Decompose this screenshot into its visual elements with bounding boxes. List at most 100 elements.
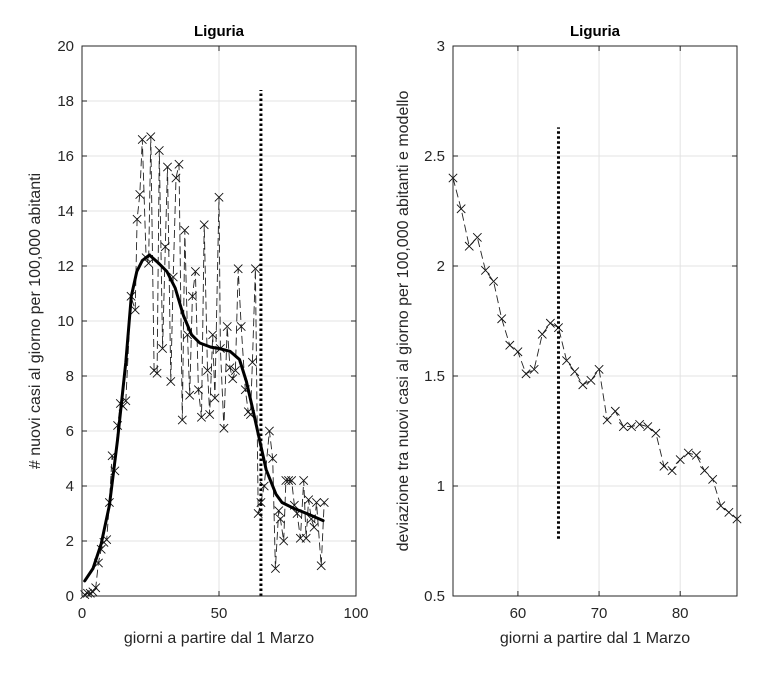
- x-tick-label: 80: [672, 605, 689, 622]
- data-point-marker: [716, 501, 726, 511]
- data-point-marker: [196, 412, 206, 422]
- y-tick-label: 10: [57, 313, 74, 330]
- y-tick-label: 0: [66, 588, 74, 605]
- y-tick-label: 1.5: [424, 368, 445, 385]
- data-point-marker: [284, 475, 294, 486]
- data-point-marker: [304, 495, 314, 505]
- data-point-marker: [545, 318, 555, 328]
- data-point-marker: [158, 343, 168, 354]
- data-point-marker: [316, 561, 326, 571]
- data-point-marker: [177, 415, 187, 425]
- data-point-marker: [537, 329, 547, 339]
- data-point-marker: [489, 276, 499, 286]
- y-tick-label: 2.5: [424, 148, 445, 165]
- data-point-marker: [154, 145, 164, 156]
- data-point-marker: [214, 192, 224, 202]
- data-point-marker: [464, 241, 474, 251]
- data-point-marker: [236, 321, 246, 332]
- x-tick-label: 100: [343, 605, 368, 622]
- data-point-marker: [264, 426, 274, 436]
- chart-title: Liguria: [570, 23, 621, 40]
- data-point-marker: [513, 347, 523, 357]
- data-point-marker: [586, 375, 596, 385]
- data-point-marker: [174, 159, 184, 169]
- data-point-marker: [651, 428, 661, 438]
- data-point-marker: [268, 453, 278, 464]
- y-tick-label: 16: [57, 148, 74, 165]
- x-tick-label: 70: [591, 605, 608, 622]
- data-point-marker: [480, 265, 490, 275]
- y-axis-label: # nuovi casi al giorno per 100,000 abita…: [27, 173, 44, 469]
- data-point-marker: [228, 374, 238, 384]
- data-point-marker: [205, 409, 215, 420]
- data-point-marker: [91, 583, 101, 593]
- data-point-marker: [602, 415, 612, 425]
- data-point-marker: [275, 514, 285, 524]
- data-point-marker: [199, 220, 209, 230]
- x-tick-label: 0: [78, 605, 86, 622]
- data-point-marker: [570, 367, 580, 377]
- data-point-marker: [708, 474, 718, 484]
- data-point-marker: [152, 368, 162, 378]
- data-point-marker: [610, 406, 620, 416]
- y-tick-label: 8: [66, 368, 74, 385]
- data-point-marker: [146, 132, 156, 142]
- data-point-marker: [319, 497, 329, 508]
- data-point-marker: [171, 173, 181, 183]
- data-point-marker: [529, 364, 539, 374]
- data-point-marker: [210, 393, 220, 403]
- data-point-marker: [135, 189, 145, 200]
- data-point-marker: [144, 258, 154, 268]
- y-tick-label: 2: [437, 258, 445, 275]
- y-tick-label: 14: [57, 203, 74, 220]
- y-tick-label: 2: [66, 533, 74, 550]
- data-point-marker: [287, 475, 297, 486]
- data-point-marker: [219, 423, 229, 433]
- model-line: [83, 253, 325, 583]
- data-point-marker: [130, 305, 140, 315]
- data-line: [452, 177, 738, 520]
- data-point-marker: [190, 266, 200, 277]
- data-line: [84, 136, 325, 596]
- chart-2: 60 70 80 0.5 1 1.5 2 2.5 3 Liguria giorni a partir…: [395, 23, 742, 647]
- y-axis-label: deviazione tra nuovi casi al giorno per …: [395, 91, 412, 552]
- data-point-marker: [166, 376, 176, 387]
- data-point-marker: [675, 455, 685, 465]
- data-point-marker: [626, 422, 637, 432]
- data-point-marker: [88, 587, 98, 597]
- data-point-marker: [309, 522, 319, 532]
- data-point-marker: [222, 321, 232, 332]
- data-point-marker: [274, 506, 284, 516]
- data-point-marker: [250, 264, 260, 274]
- y-tick-label: 6: [66, 423, 74, 440]
- x-axis-label: giorni a partire dal 1 Marzo: [124, 630, 314, 647]
- data-point-marker: [505, 340, 515, 350]
- data-point-marker: [208, 330, 218, 340]
- data-point-marker: [202, 365, 213, 376]
- data-point-marker: [312, 497, 322, 508]
- data-point-marker: [562, 356, 572, 366]
- data-point-marker: [299, 475, 309, 486]
- data-point-marker: [497, 314, 507, 324]
- data-point-marker: [185, 390, 195, 400]
- data-point-marker: [594, 364, 604, 374]
- data-point-marker: [643, 422, 653, 432]
- data-point-marker: [256, 497, 266, 508]
- data-point-marker: [162, 162, 173, 172]
- data-point-marker: [700, 466, 710, 476]
- data-point-marker: [193, 385, 203, 395]
- data-point-marker: [683, 448, 693, 458]
- data-point-marker: [230, 365, 240, 376]
- data-point-marker: [180, 225, 190, 235]
- data-point-marker: [301, 533, 311, 543]
- data-point-marker: [521, 369, 531, 379]
- x-axis-label: giorni a partire dal 1 Marzo: [500, 630, 690, 647]
- data-point-marker: [724, 507, 734, 517]
- data-point-marker: [618, 422, 628, 432]
- data-point-marker: [691, 450, 701, 460]
- axes-box: [452, 45, 738, 597]
- data-point-marker: [233, 264, 243, 274]
- data-point-marker: [270, 563, 280, 574]
- y-tick-label: 12: [57, 258, 74, 275]
